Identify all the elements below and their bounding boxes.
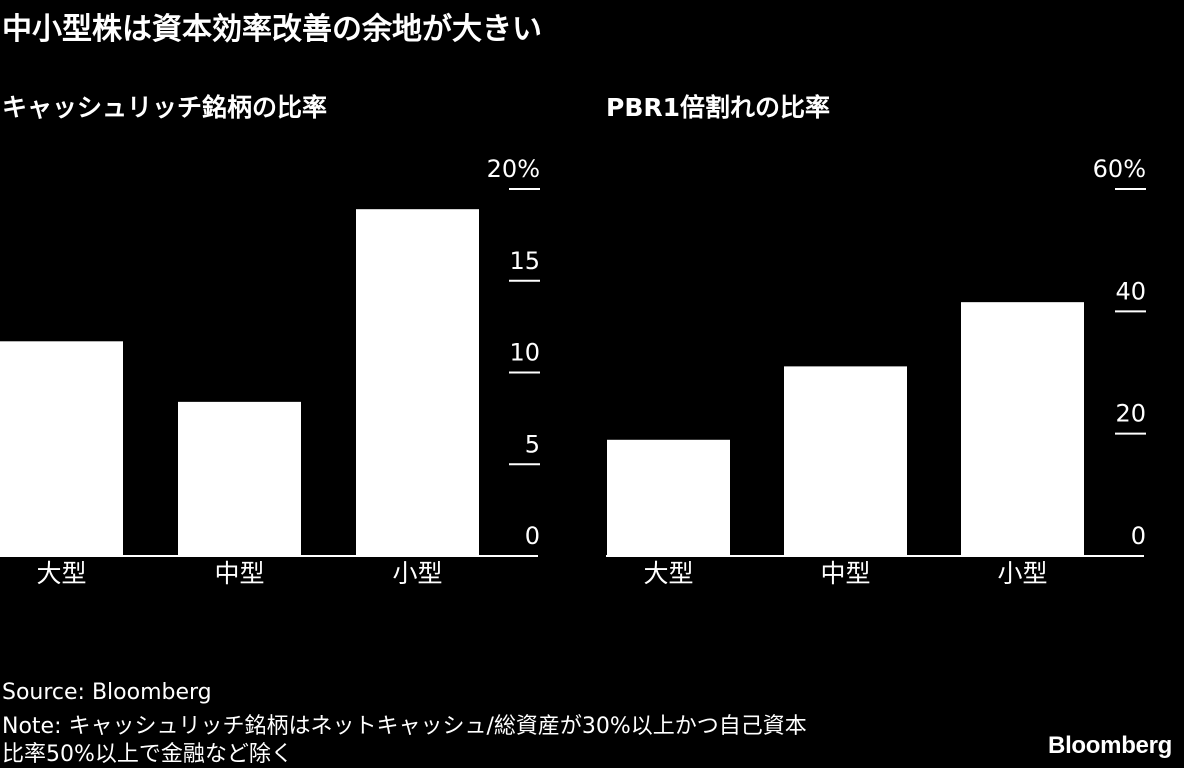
cash-rich-category-label-1: 中型 — [214, 559, 264, 588]
cash-rich-ytick-label-4: 20% — [487, 155, 540, 183]
cash-rich-ytick-label-0: 0 — [525, 522, 540, 550]
note-line-1: Note: キャッシュリッチ銘柄はネットキャッシュ/総資産が30%以上かつ自己資… — [2, 714, 807, 739]
pbr-bar-0 — [607, 439, 730, 556]
pbr-bar-2 — [961, 302, 1084, 556]
cash-rich-ytick-label-3: 15 — [509, 247, 540, 275]
pbr-category-label-0: 大型 — [643, 559, 693, 588]
cash-rich-category-label-2: 小型 — [392, 559, 442, 588]
cash-rich-ytick-label-2: 10 — [509, 339, 540, 367]
pbr-category-label-1: 中型 — [820, 559, 870, 588]
pbr-ytick-label-1: 20 — [1115, 400, 1146, 428]
cash-rich-bar-0 — [0, 341, 123, 556]
pbr-ytick-label-2: 40 — [1115, 277, 1146, 305]
bloomberg-logo: Bloomberg — [1048, 732, 1172, 759]
chart-pbr-below-one: 0 20 40 60% 大型 中型 小型 — [606, 155, 1146, 588]
cash-rich-bar-2 — [356, 209, 479, 556]
source-note: Source: Bloomberg — [2, 680, 212, 705]
cash-rich-ytick-label-1: 5 — [525, 430, 540, 458]
cash-rich-bar-1 — [178, 401, 301, 556]
note-line-2: 比率50%以上で金融など除く — [2, 742, 293, 767]
chart-right-title: PBR1倍割れの比率 — [606, 93, 831, 122]
chart-left-title: キャッシュリッチ銘柄の比率 — [2, 93, 328, 122]
pbr-bar-1 — [784, 366, 907, 556]
pbr-ytick-label-3: 60% — [1093, 155, 1146, 183]
pbr-category-label-2: 小型 — [997, 559, 1047, 588]
cash-rich-category-label-0: 大型 — [36, 559, 86, 588]
headline: 中小型株は資本効率改善の余地が大きい — [2, 12, 542, 47]
chart-cash-rich: 0 5 10 15 20% 大型 中型 小型 — [0, 155, 540, 588]
pbr-ytick-label-0: 0 — [1131, 522, 1146, 550]
